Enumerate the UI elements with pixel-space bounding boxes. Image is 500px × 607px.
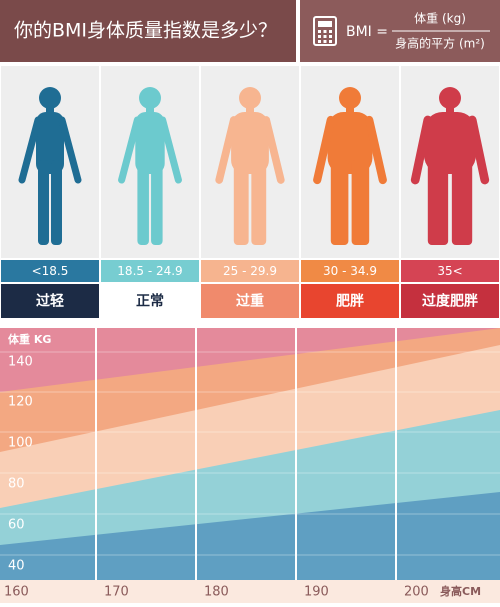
body-silhouette xyxy=(18,87,82,245)
label-cell xyxy=(201,284,299,318)
head xyxy=(339,87,361,109)
range-cell xyxy=(201,260,299,282)
bmi-range: 25 - 29.9 xyxy=(223,264,277,278)
neck xyxy=(246,106,254,114)
neck xyxy=(146,106,154,114)
x-axis-strip xyxy=(0,580,500,603)
neck xyxy=(46,106,54,114)
leg xyxy=(233,160,249,245)
arm xyxy=(215,116,238,184)
weight-height-chart: 体重 KG xyxy=(0,328,500,580)
bmi-range: 18.5 - 24.9 xyxy=(117,264,182,278)
torso xyxy=(36,112,64,174)
neck xyxy=(446,106,454,114)
x-tick-label: 190 xyxy=(304,585,329,600)
range-cell xyxy=(1,260,99,282)
y-tick-label: 40 xyxy=(8,559,25,574)
neck xyxy=(346,106,354,114)
label-cell xyxy=(401,284,499,318)
body-silhouette xyxy=(410,87,490,245)
y-axis-label: 体重 KG xyxy=(8,332,51,346)
x-axis-label: 身高CM xyxy=(440,584,481,598)
range-cell xyxy=(301,260,399,282)
body-silhouette xyxy=(118,87,182,245)
leg xyxy=(51,160,62,245)
x-tick-label: 160 xyxy=(4,585,29,600)
torso xyxy=(135,112,165,174)
label-cell xyxy=(1,284,99,318)
category-rows: <18.5 过轻 18.5 - 24.9 正常 25 - 29.9 过重 30 - 34.9… xyxy=(1,260,499,318)
category-label: 正常 xyxy=(136,293,164,310)
y-tick-label: 100 xyxy=(8,436,33,451)
arm xyxy=(18,116,42,184)
formula-numerator: 体重 (kg) xyxy=(414,12,466,26)
bmi-range: <18.5 xyxy=(32,264,69,278)
category-label: 肥胖 xyxy=(336,293,364,310)
torso xyxy=(424,112,476,174)
leg xyxy=(330,160,349,245)
leg xyxy=(137,160,149,245)
category-label: 过轻 xyxy=(36,293,64,310)
leg xyxy=(251,160,267,245)
arm xyxy=(365,115,387,185)
title: 你的BMI身体质量指数是多少？ xyxy=(14,20,277,42)
head xyxy=(239,87,261,109)
band-underweight xyxy=(0,492,500,580)
range-cell xyxy=(401,260,499,282)
leg xyxy=(351,160,370,245)
formula-denominator: 身高的平方 (m²) xyxy=(395,36,485,51)
x-tick-label: 200 xyxy=(404,585,429,600)
label-cell xyxy=(301,284,399,318)
body-silhouette xyxy=(215,87,285,245)
bmi-range: 30 - 34.9 xyxy=(323,264,377,278)
y-tick-label: 80 xyxy=(8,477,25,492)
torso xyxy=(231,112,269,174)
y-tick-label: 120 xyxy=(8,395,33,410)
leg xyxy=(151,160,163,245)
formula-lhs: BMI = xyxy=(346,24,388,40)
body-silhouette xyxy=(313,87,387,245)
x-tick-label: 180 xyxy=(204,585,229,600)
head xyxy=(439,87,461,109)
head xyxy=(139,87,161,109)
bmi-range: 35< xyxy=(437,264,462,278)
category-label: 过重 xyxy=(236,293,264,310)
arm xyxy=(262,116,285,184)
torso xyxy=(327,112,373,174)
calculator-icon xyxy=(313,16,337,46)
leg xyxy=(451,160,473,245)
label-cell xyxy=(101,284,199,318)
range-cell xyxy=(101,260,199,282)
arm xyxy=(313,115,335,185)
arm xyxy=(58,116,82,184)
arm xyxy=(467,115,490,185)
title-box xyxy=(0,0,296,62)
x-tick-label: 170 xyxy=(104,585,129,600)
arm xyxy=(118,116,141,184)
y-tick-label: 140 xyxy=(8,355,33,370)
leg xyxy=(38,160,49,245)
leg xyxy=(427,160,449,245)
head xyxy=(39,87,61,109)
category-label: 过度肥胖 xyxy=(422,293,478,310)
y-tick-label: 60 xyxy=(8,518,25,533)
arm xyxy=(159,116,182,184)
axis-ticks: 140 120 100 80 60 40 160 170 180 190 200 身高CM xyxy=(4,355,481,600)
arm xyxy=(410,115,433,185)
figures xyxy=(1,66,499,258)
